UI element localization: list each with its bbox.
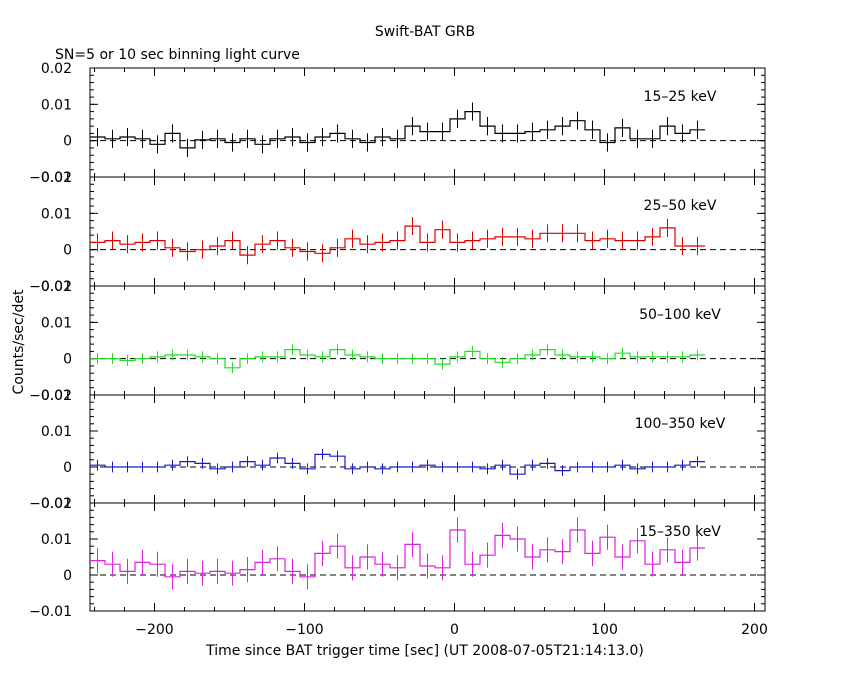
panel-frame (89, 502, 766, 612)
y-tick-label: −0.01 (29, 170, 72, 186)
y-tick-label: 0.02 (41, 279, 72, 295)
y-tick-label: 0.01 (41, 424, 72, 440)
y-tick-label: 0 (63, 568, 72, 584)
chart-subtitle: SN=5 or 10 sec binning light curve (55, 47, 300, 63)
y-tick-label: 0 (63, 460, 72, 476)
x-tick-label: 0 (450, 622, 459, 638)
y-tick-label: 0 (63, 134, 72, 150)
panels-group: −0.01 0 0.01 0.02 15–25 keV −0.01 0 0.01 0.02 25–… (29, 61, 768, 638)
x-tick-label: −100 (285, 622, 323, 638)
series-line-3 (90, 453, 705, 475)
y-tick-label: 0 (63, 243, 72, 259)
y-tick-label: 0.01 (41, 97, 72, 113)
x-tick-label: 100 (591, 622, 618, 638)
y-tick-label: 0.02 (41, 496, 72, 512)
series-line-1 (90, 225, 705, 256)
x-tick-label: −200 (135, 622, 173, 638)
y-tick-label: 0.02 (41, 170, 72, 186)
y-tick-label: 0.02 (41, 61, 72, 77)
band-label: 15–25 keV (644, 89, 717, 105)
y-tick-label: −0.01 (29, 496, 72, 512)
y-tick-label: −0.01 (29, 604, 72, 620)
y-tick-label: 0.02 (41, 388, 72, 404)
band-label: 50–100 keV (639, 307, 721, 323)
y-tick-label: 0.01 (41, 206, 72, 222)
panel-frame (89, 285, 766, 396)
band-label: 100–350 keV (635, 416, 726, 432)
y-tick-label: 0.01 (41, 532, 72, 548)
band-label: 15–350 keV (639, 524, 721, 540)
x-tick-label: 200 (741, 622, 768, 638)
panel-frame (89, 394, 766, 504)
y-tick-label: 0.01 (41, 315, 72, 331)
band-label: 25–50 keV (644, 198, 717, 214)
y-axis-label: Counts/sec/det (11, 289, 27, 394)
chart-title: Swift-BAT GRB (375, 24, 475, 40)
y-tick-label: 0 (63, 352, 72, 368)
y-tick-label: −0.01 (29, 279, 72, 295)
y-tick-label: −0.01 (29, 388, 72, 404)
panel-frame (89, 176, 766, 287)
series-line-0 (90, 111, 705, 149)
x-axis-label: Time since BAT trigger time [sec] (UT 20… (205, 643, 644, 659)
